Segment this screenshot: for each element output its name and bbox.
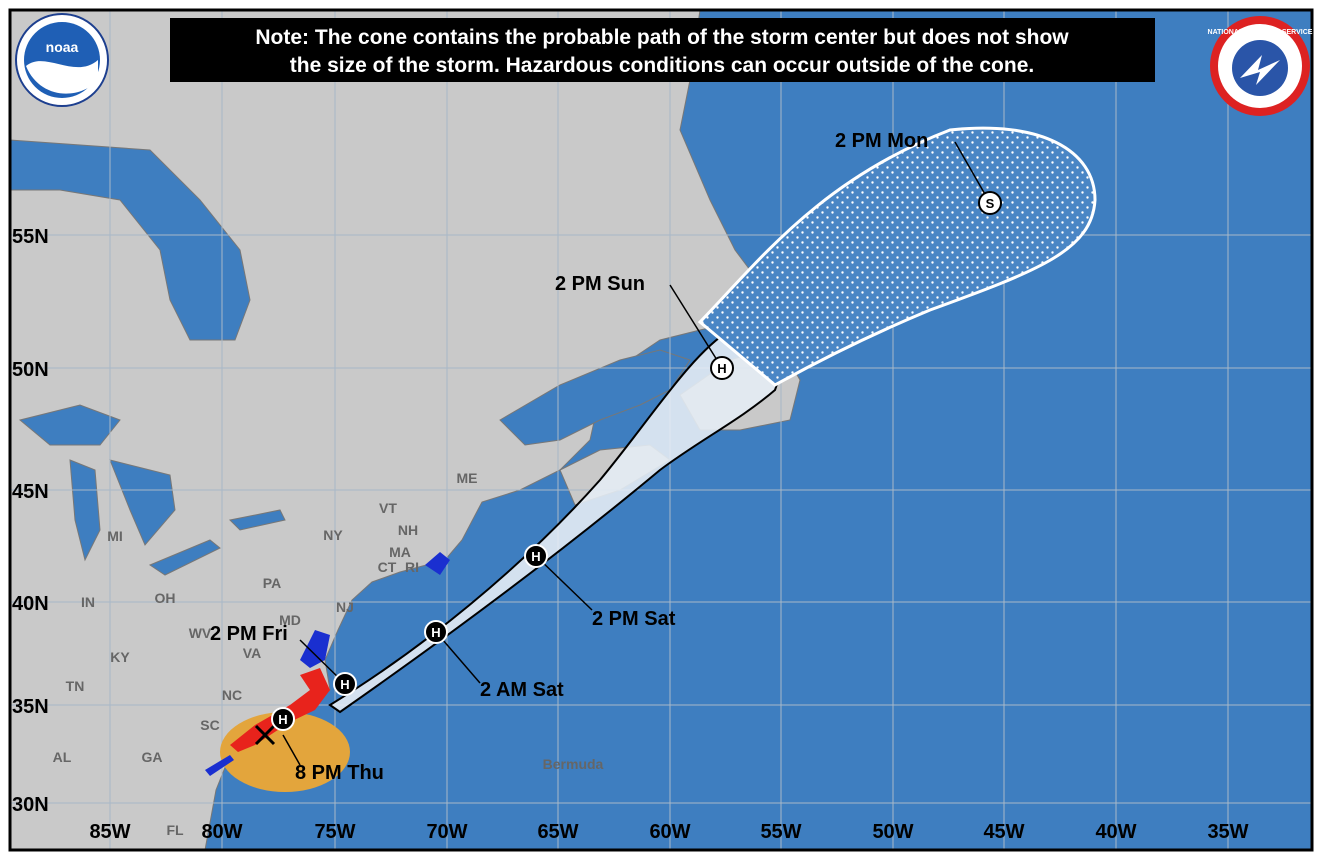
- region-label: TN: [66, 678, 85, 694]
- hurricane-warning: [230, 668, 330, 752]
- longitude-label: 80W: [201, 821, 242, 843]
- region-label: VA: [243, 645, 261, 661]
- longitude-label: 85W: [89, 821, 130, 843]
- region-label: NH: [398, 522, 418, 538]
- longitude-label: 60W: [649, 821, 690, 843]
- note-line: the size of the storm. Hazardous conditi…: [290, 54, 1034, 77]
- latitude-label: 35N: [12, 696, 49, 718]
- storm-marker-label: H: [531, 549, 540, 564]
- region-label: WV: [189, 625, 212, 641]
- logo-text: noaa: [46, 39, 79, 55]
- longitude-label: 55W: [760, 821, 801, 843]
- storm-marker: [271, 707, 295, 731]
- forecast-time: 8 PM Thu: [295, 762, 384, 784]
- longitude-label: 65W: [537, 821, 578, 843]
- storm-marker-label: H: [278, 712, 287, 727]
- extended-cone: [697, 126, 1097, 387]
- longitude-label: 75W: [314, 821, 355, 843]
- latitude-label: 30N: [12, 794, 49, 816]
- region-label: NY: [323, 527, 343, 543]
- map-body: 85W 80W 75W 70W 65W 60W 55W 50W 45W 40W 35W 55N 50N 4…: [10, 10, 1312, 850]
- region-label: SC: [200, 717, 219, 733]
- leader-line: [282, 734, 301, 766]
- logo-disc: [1232, 40, 1288, 96]
- longitude-label: 35W: [1207, 821, 1248, 843]
- region-label: NC: [222, 687, 242, 703]
- region-label: CT: [378, 559, 397, 575]
- note-box: [170, 18, 1155, 82]
- longitude-label: 70W: [426, 821, 467, 843]
- forecast-time: 2 AM Sat: [480, 679, 564, 701]
- lake-ontario: [228, 509, 286, 531]
- leader-line: [669, 284, 723, 369]
- nws-logo: NATIONAL WEATHER SERVICE: [1208, 16, 1313, 116]
- longitude-label: 40W: [1095, 821, 1136, 843]
- forecast-time: 2 PM Fri: [210, 623, 288, 645]
- hudson-bay: [10, 139, 251, 341]
- storm-marker-label: S: [986, 196, 995, 211]
- region-label: KY: [110, 649, 130, 665]
- region-label: Bermuda: [543, 756, 604, 772]
- storm-marker: [710, 356, 734, 380]
- storm-marker: [333, 672, 357, 696]
- region-label: RI: [405, 559, 419, 575]
- storm-marker-label: H: [431, 625, 440, 640]
- graticule: [10, 10, 1312, 850]
- region-label: FL: [166, 822, 184, 838]
- watch-georgia: [205, 755, 234, 776]
- current-position: [254, 724, 276, 746]
- region-label: ME: [457, 470, 478, 486]
- lake-michigan: [69, 459, 101, 562]
- storm-marker-label: H: [340, 677, 349, 692]
- watch-cape-cod: [425, 552, 450, 575]
- latitude-label: 40N: [12, 593, 49, 615]
- region-label: PA: [263, 575, 281, 591]
- forecast-time: 2 PM Sat: [592, 608, 676, 630]
- logo-bolt: [1240, 55, 1280, 85]
- region-label: NJ: [336, 599, 354, 615]
- leader-line: [535, 555, 593, 611]
- storm-marker: [524, 544, 548, 568]
- region-label: VT: [379, 500, 397, 516]
- storm-marker: [978, 191, 1002, 215]
- map-frame: [8, 8, 1314, 852]
- region-label: OH: [155, 590, 176, 606]
- hurricane-watch: [300, 630, 330, 668]
- longitude-label: 45W: [983, 821, 1024, 843]
- latitude-label: 55N: [12, 226, 49, 248]
- lake-erie: [148, 539, 221, 576]
- note-line: Note: The cone contains the probable pat…: [255, 26, 1069, 49]
- logo-text: NATIONAL WEATHER SERVICE: [1208, 29, 1313, 36]
- region-label: GA: [142, 749, 163, 765]
- region-label: AL: [53, 749, 72, 765]
- latitude-label: 45N: [12, 481, 49, 503]
- latitude-label: 50N: [12, 359, 49, 381]
- labels: 85W 80W 75W 70W 65W 60W 55W 50W 45W 40W 35W 55N 50N 4…: [12, 130, 1249, 843]
- lake-huron: [109, 459, 176, 546]
- region-label: MI: [107, 528, 123, 544]
- storm-marker-label: H: [717, 361, 726, 376]
- forecast-time: 2 PM Sun: [555, 273, 645, 295]
- storm-marker: [424, 620, 448, 644]
- logo-wave: [26, 60, 98, 94]
- region-label: MA: [389, 544, 411, 560]
- noaa-logo: noaa: [15, 13, 109, 107]
- x-mark: [254, 724, 276, 746]
- region-label: IN: [81, 594, 95, 610]
- region-label: MD: [279, 612, 301, 628]
- longitude-label: 50W: [872, 821, 913, 843]
- forecast-time: 2 PM Mon: [835, 130, 928, 152]
